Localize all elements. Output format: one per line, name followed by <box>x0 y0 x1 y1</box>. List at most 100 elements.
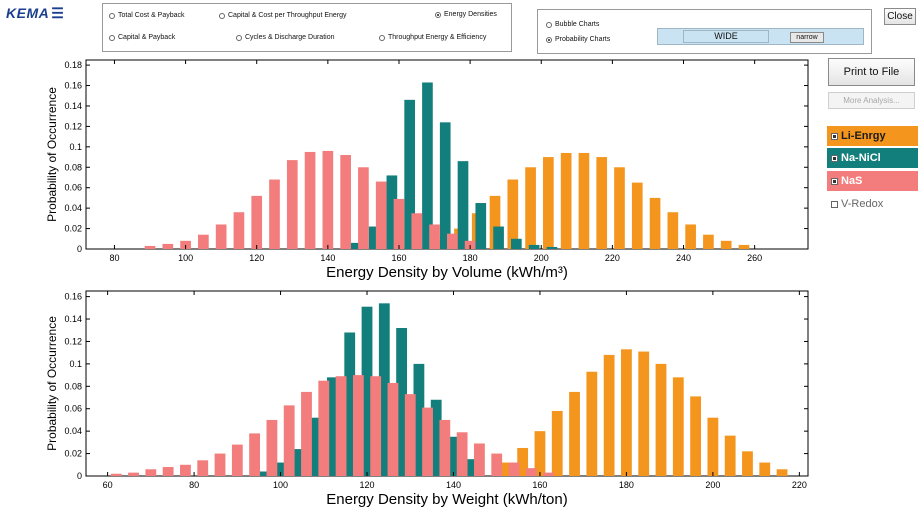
y-tick-label: 0.04 <box>64 426 82 436</box>
x-tick-label: 160 <box>391 253 406 263</box>
bar-nas <box>411 213 423 249</box>
bar-nas <box>340 155 351 249</box>
bar-li-enrgy <box>507 179 519 249</box>
bar-nas <box>456 432 468 476</box>
checkbox-checked-icon[interactable] <box>831 132 838 140</box>
bar-na-nicl <box>475 203 487 249</box>
close-button[interactable]: Close <box>884 8 916 25</box>
logo-text: KEMA <box>6 5 50 21</box>
radio-icon <box>546 21 552 28</box>
bar-nas <box>352 375 364 476</box>
y-axis-label: Probability of Occurrence <box>45 87 59 222</box>
bar-li-enrgy <box>560 152 572 249</box>
x-tick-label: 140 <box>320 253 335 263</box>
y-tick-label: 0.02 <box>64 449 82 459</box>
bar-na-nicl <box>368 226 380 249</box>
bar-nas <box>404 394 416 476</box>
bar-na-nicl <box>404 99 415 249</box>
y-tick-label: 0.18 <box>64 60 82 70</box>
x-tick-label: 120 <box>249 253 264 263</box>
volume-density-chart: 0 0.02 0.04 0.06 0.08 0.1 0.12 0.14 0.16 0.18 80 10… <box>45 59 809 281</box>
x-tick-label: 80 <box>109 253 119 263</box>
bar-li-enrgy <box>489 195 501 249</box>
legend-na-nicl[interactable]: Na-NiCl <box>827 148 918 168</box>
view-option-throughput-efficiency[interactable]: Throughput Energy & Efficiency <box>379 34 486 41</box>
bar-li-enrgy <box>603 354 615 476</box>
x-tick-label: 120 <box>360 480 375 490</box>
wide-button[interactable]: WIDE <box>683 30 769 43</box>
bar-nas <box>318 380 330 476</box>
bar-li-enrgy <box>667 212 679 249</box>
checkbox-checked-icon[interactable] <box>831 154 838 162</box>
bar-na-nicl <box>439 122 451 249</box>
bar-na-nicl <box>292 449 304 476</box>
y-tick-label: 0.14 <box>64 101 82 111</box>
bar-nas <box>110 473 122 476</box>
x-tick-label: 160 <box>532 480 547 490</box>
bar-li-enrgy <box>586 371 598 476</box>
bar-li-enrgy <box>569 391 580 476</box>
chart-type-panel: Bubble Charts Probability Charts WIDE na… <box>537 9 872 54</box>
bar-li-enrgy <box>578 152 590 249</box>
y-tick-label: 0.02 <box>64 224 82 234</box>
y-tick-label: 0.04 <box>64 203 82 213</box>
bar-nas <box>429 224 440 249</box>
kema-logo: KEMA ☰ <box>6 5 64 22</box>
bar-nas <box>491 453 503 476</box>
bar-li-enrgy <box>534 431 546 476</box>
bar-na-nicl <box>350 242 362 249</box>
x-tick-label: 200 <box>534 253 549 263</box>
bar-nas <box>128 472 139 476</box>
x-tick-label: 200 <box>705 480 720 490</box>
legend-v-redox[interactable]: V-Redox <box>827 194 918 214</box>
radio-selected-icon <box>546 36 552 43</box>
bar-na-nicl <box>457 161 469 249</box>
x-tick-label: 220 <box>605 253 620 263</box>
checkbox-checked-icon[interactable] <box>831 177 838 185</box>
checkbox-unchecked-icon[interactable] <box>831 200 838 208</box>
view-option-total-cost[interactable]: Total Cost & Payback <box>109 12 185 19</box>
narrow-button[interactable]: narrow <box>790 32 824 43</box>
y-tick-label: 0.12 <box>64 121 82 131</box>
bar-nas <box>375 181 387 249</box>
view-option-capital-payback[interactable]: Capital & Payback <box>109 34 175 41</box>
radio-icon <box>236 34 242 41</box>
bar-li-enrgy <box>742 451 753 476</box>
radio-selected-icon <box>435 11 441 18</box>
bar-nas <box>215 224 227 249</box>
bar-nas <box>439 419 451 476</box>
bar-na-nicl <box>546 246 558 249</box>
bar-li-enrgy <box>707 417 719 476</box>
bar-na-nicl <box>275 462 286 476</box>
x-tick-label: 220 <box>792 480 807 490</box>
bar-nas <box>286 160 298 249</box>
bar-nas <box>370 376 382 476</box>
y-tick-label: 0.1 <box>69 142 82 152</box>
bar-nas <box>162 243 174 249</box>
bar-nas <box>180 240 191 249</box>
bar-na-nicl <box>465 459 477 476</box>
legend-nas[interactable]: NaS <box>827 171 918 191</box>
chart-type-probability[interactable]: Probability Charts <box>546 36 610 43</box>
bar-na-nicl <box>361 306 373 476</box>
view-option-capital-cost-throughput[interactable]: Capital & Cost per Throughput Energy <box>219 12 347 19</box>
bar-nas <box>249 433 261 476</box>
bar-li-enrgy <box>720 240 732 249</box>
print-to-file-button[interactable]: Print to File <box>828 58 915 86</box>
chart-type-bubble[interactable]: Bubble Charts <box>546 21 599 28</box>
bar-nas <box>447 233 458 249</box>
view-option-energy-densities[interactable]: Energy Densities <box>435 11 497 18</box>
radio-icon <box>109 12 115 19</box>
y-tick-label: 0.12 <box>64 336 82 346</box>
bar-li-enrgy <box>517 447 529 476</box>
bar-li-enrgy <box>655 363 667 476</box>
bar-li-enrgy <box>649 197 661 249</box>
bar-na-nicl <box>309 417 321 476</box>
bar-nas <box>214 453 226 476</box>
view-option-cycles-discharge[interactable]: Cycles & Discharge Duration <box>236 34 334 41</box>
bar-li-enrgy <box>551 410 563 476</box>
legend-li-enrgy[interactable]: Li-Enrgy <box>827 126 918 146</box>
bar-na-nicl <box>344 332 356 476</box>
bar-li-enrgy <box>525 167 536 249</box>
bar-na-nicl <box>493 226 504 249</box>
